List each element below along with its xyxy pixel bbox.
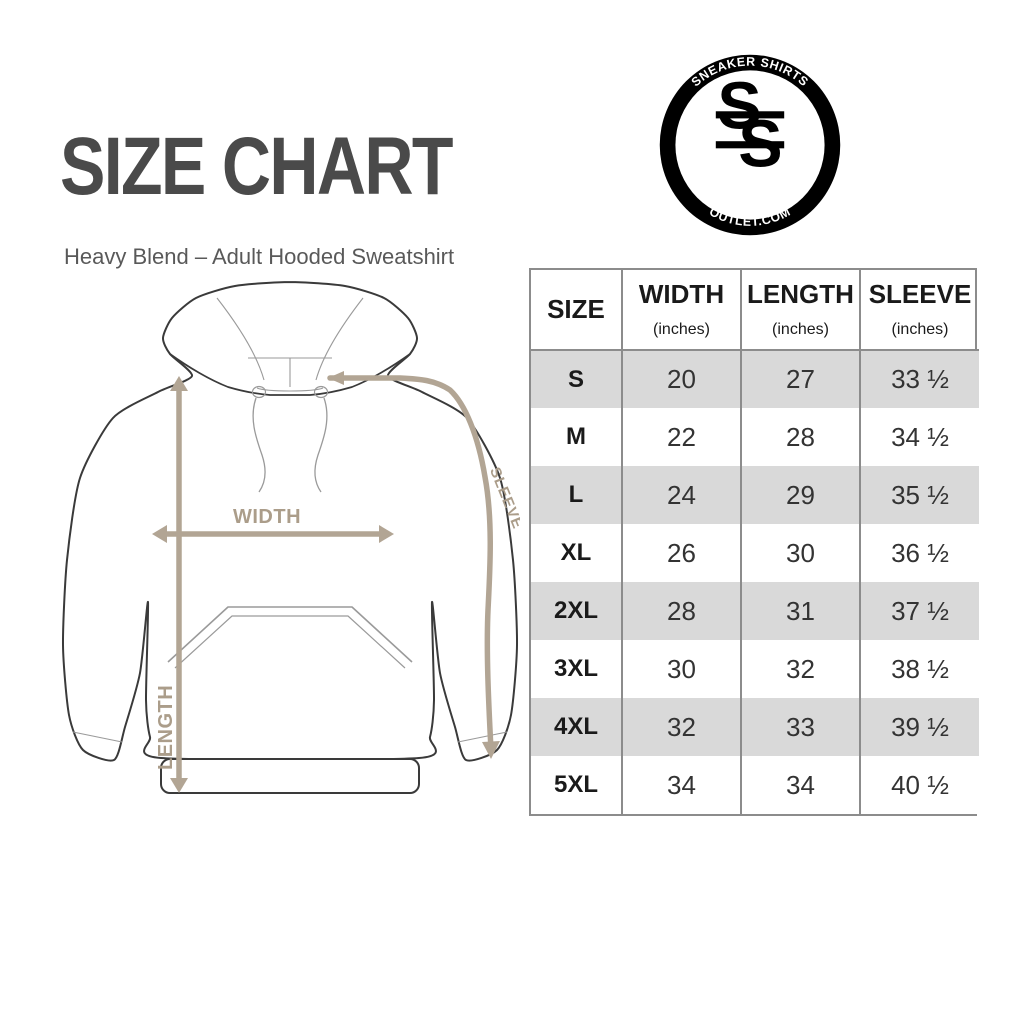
svg-text:WIDTH: WIDTH: [233, 506, 301, 528]
svg-text:LENGTH: LENGTH: [155, 685, 177, 770]
